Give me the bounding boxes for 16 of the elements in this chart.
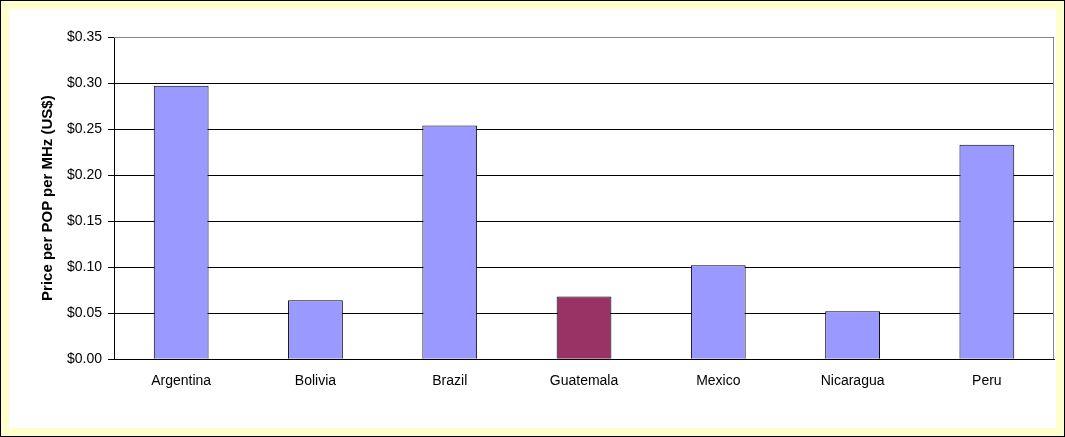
x-tick-label: Brazil bbox=[432, 372, 468, 389]
y-tick-label: $0.25 bbox=[66, 119, 103, 136]
x-tick-label: Bolivia bbox=[294, 372, 337, 389]
y-axis-title: Price per POP per MHz (US$) bbox=[38, 95, 56, 301]
y-tick-label: $0.00 bbox=[66, 350, 103, 367]
x-tick-label: Argentina bbox=[151, 372, 212, 389]
y-tick-label: $0.15 bbox=[66, 211, 103, 228]
y-tick-label: $0.20 bbox=[66, 165, 103, 182]
y-tick-label: $0.35 bbox=[66, 27, 103, 44]
x-tick-label: Peru bbox=[972, 372, 1002, 389]
x-tick-label: Guatemala bbox=[549, 372, 619, 389]
y-tick-label: $0.10 bbox=[66, 258, 103, 274]
x-tick-label: Mexico bbox=[696, 372, 741, 389]
x-tick-label: Nicaragua bbox=[820, 372, 885, 389]
y-tick-label: $0.30 bbox=[66, 73, 103, 90]
y-tick-label: $0.05 bbox=[66, 304, 103, 321]
